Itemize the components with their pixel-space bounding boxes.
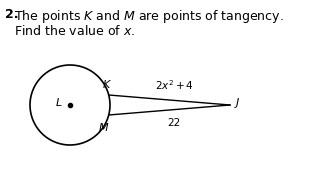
Text: $K$: $K$ — [102, 78, 112, 90]
Text: 2.: 2. — [5, 8, 19, 21]
Text: $L$: $L$ — [55, 96, 63, 108]
Text: $2x^2+4$: $2x^2+4$ — [155, 78, 194, 92]
Text: $M$: $M$ — [98, 121, 109, 133]
Text: The points $K$ and $M$ are points of tangency.: The points $K$ and $M$ are points of tan… — [14, 8, 284, 25]
Text: 22: 22 — [168, 118, 181, 128]
Text: Find the value of $x$.: Find the value of $x$. — [14, 24, 135, 38]
Text: $J$: $J$ — [234, 96, 241, 110]
